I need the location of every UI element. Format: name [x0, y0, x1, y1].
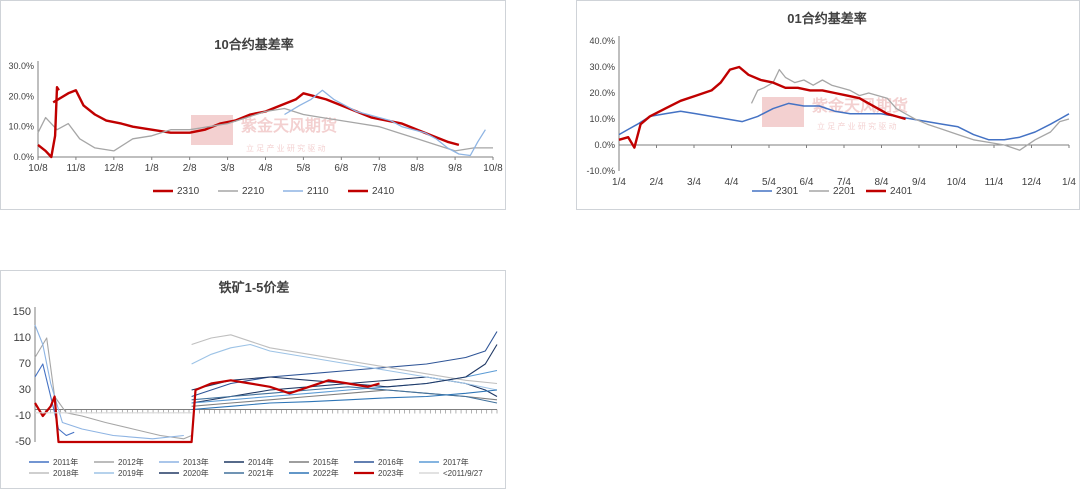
basis-rate-10-chart: 10合约基差率 紫金天风期货 立 足 产 业 研 究 驱 动 0.0% 10.0%…: [8, 37, 503, 197]
y-tick-label: 30: [19, 384, 31, 396]
x-tick-label: 9/8: [448, 163, 462, 174]
legend-label: 2301: [776, 186, 799, 197]
legend-label: 2014年: [248, 457, 274, 467]
y-tick-label: 110: [13, 332, 31, 344]
legend-label: 2201: [833, 186, 856, 197]
basis-rate-01-chart: 01合约基差率 紫金天风期货 立 足 产 业 研 究 驱 动 -10.0% 0.0…: [586, 11, 1076, 197]
x-tick-label: 1/4: [612, 177, 626, 188]
legend-label: 2016年: [378, 457, 404, 467]
y-tick-label: 150: [13, 306, 31, 318]
series-line-2022年: [191, 389, 498, 411]
y-tick-label: -10: [15, 410, 31, 422]
legend-label: 2012年: [118, 457, 144, 467]
x-tick-label: 12/8: [104, 163, 124, 174]
series-line-2210: [37, 107, 493, 152]
x-tick-label: 9/4: [912, 177, 926, 188]
series-line-2014年: [191, 376, 498, 404]
y-tick-label: 0.0%: [13, 152, 34, 162]
plot-area: -10.0% 0.0% 10.0% 20.0% 30.0% 40.0% 1/4 2/4 3/4 4…: [586, 36, 1076, 197]
y-tick-label: -10.0%: [586, 166, 615, 176]
legend-label: 2017年: [443, 457, 469, 467]
legend-label: 2018年: [53, 468, 79, 478]
x-tick-label: 4/8: [259, 163, 273, 174]
legend-label: 2021年: [248, 468, 274, 478]
x-tick-label: 2/8: [183, 163, 197, 174]
watermark-brand: 紫金天风期货: [241, 116, 337, 135]
y-tick-label: 0.0%: [594, 140, 615, 150]
y-tick-label: -50: [15, 436, 31, 448]
y-tick-label: 30.0%: [8, 61, 34, 71]
y-tick-label: 40.0%: [589, 36, 615, 46]
series-line-2015年: [191, 389, 498, 407]
chart-panel-10-contract: 10合约基差率 紫金天风期货 立 足 产 业 研 究 驱 动 0.0% 10.0%…: [0, 0, 506, 210]
watermark-tagline: 立 足 产 业 研 究 驱 动: [246, 143, 326, 153]
series-line-2016年: [191, 331, 498, 398]
x-tick-label: 5/4: [762, 177, 776, 188]
series-line-2019年: [191, 343, 498, 391]
x-tick-label: 2/4: [650, 177, 664, 188]
x-tick-label: 11/8: [67, 163, 86, 174]
y-tick-label: 10.0%: [8, 122, 34, 132]
series-line-2023年: [34, 379, 380, 444]
x-tick-label: 6/4: [800, 177, 814, 188]
series-line-2013年: [34, 324, 184, 440]
legend-label: 2013年: [183, 457, 209, 467]
watermark: 紫金天风期货 立 足 产 业 研 究 驱 动: [762, 96, 908, 131]
plot-area: -50 -10 30 70 110 150 2011年 2012年 2013年 2014年 2015…: [13, 306, 498, 478]
watermark: 紫金天风期货 立 足 产 业 研 究 驱 动: [191, 115, 337, 153]
legend-label: 2020年: [183, 468, 209, 478]
series-line-2401: [618, 65, 906, 149]
y-tick-label: 20.0%: [8, 91, 34, 101]
x-tick-label: 8/4: [875, 177, 889, 188]
chart-title: 01合约基差率: [787, 11, 866, 26]
series-line-2410: [37, 86, 60, 159]
chart-title: 铁矿1-5价差: [218, 280, 290, 295]
series-line-2012年: [34, 337, 192, 440]
x-tick-label: 4/4: [725, 177, 739, 188]
x-tick-label: 10/8: [28, 163, 48, 174]
series-line-2301: [618, 102, 1070, 141]
x-tick-label: 5/8: [296, 163, 310, 174]
legend-label: 2022年: [313, 468, 339, 478]
legend-label: 2310: [177, 186, 200, 197]
x-tick-label: 6/8: [334, 163, 348, 174]
series-line-2018年: [191, 334, 498, 385]
legend-label: 2210: [242, 186, 265, 197]
y-tick-label: 70: [19, 358, 31, 370]
x-tick-label: 7/4: [837, 177, 851, 188]
legend-label: 2019年: [118, 468, 144, 478]
legend-label: 2401: [890, 186, 913, 197]
y-tick-label: 10.0%: [589, 114, 615, 124]
series-line-2310: [52, 89, 460, 147]
watermark-tagline: 立 足 产 业 研 究 驱 动: [817, 121, 897, 131]
x-tick-label: 3/8: [221, 163, 235, 174]
x-tick-label: 1/8: [145, 163, 159, 174]
legend-label: 2023年: [378, 468, 404, 478]
plot-area: 0.0% 10.0% 20.0% 30.0% 10/8 11/8 12/8 1/8 2/8 3/8…: [8, 61, 503, 197]
legend-label: 2015年: [313, 457, 339, 467]
chart-panel-iron-ore-spread: 铁矿1-5价差 -50 -10 30 70 110 150 2011年 2012年 2013年 2…: [0, 270, 506, 489]
x-tick-label: 1/4: [1062, 177, 1076, 188]
series-line-2020年: [191, 344, 498, 391]
series-line-2110: [284, 89, 486, 157]
chart-panel-01-contract: 01合约基差率 紫金天风期货 立 足 产 业 研 究 驱 动 -10.0% 0.0…: [576, 0, 1080, 210]
y-tick-label: 20.0%: [589, 88, 615, 98]
y-tick-label: 30.0%: [589, 62, 615, 72]
watermark-brand: 紫金天风期货: [812, 96, 908, 115]
chart-title: 10合约基差率: [214, 37, 293, 52]
x-tick-label: 11/4: [985, 177, 1004, 188]
x-tick-label: 7/8: [372, 163, 386, 174]
legend-label: <2011/9/27: [443, 469, 483, 478]
x-tick-label: 10/4: [947, 177, 967, 188]
series-line-2201: [750, 68, 1070, 151]
series-line-2021年: [191, 386, 498, 404]
legend-label: 2110: [307, 186, 329, 197]
legend-label: 2410: [372, 186, 395, 197]
x-tick-label: 10/8: [483, 163, 503, 174]
x-tick-label: 8/8: [410, 163, 424, 174]
x-tick-label: 12/4: [1022, 177, 1042, 188]
legend-label: 2011年: [53, 457, 78, 467]
x-tick-label: 3/4: [687, 177, 701, 188]
